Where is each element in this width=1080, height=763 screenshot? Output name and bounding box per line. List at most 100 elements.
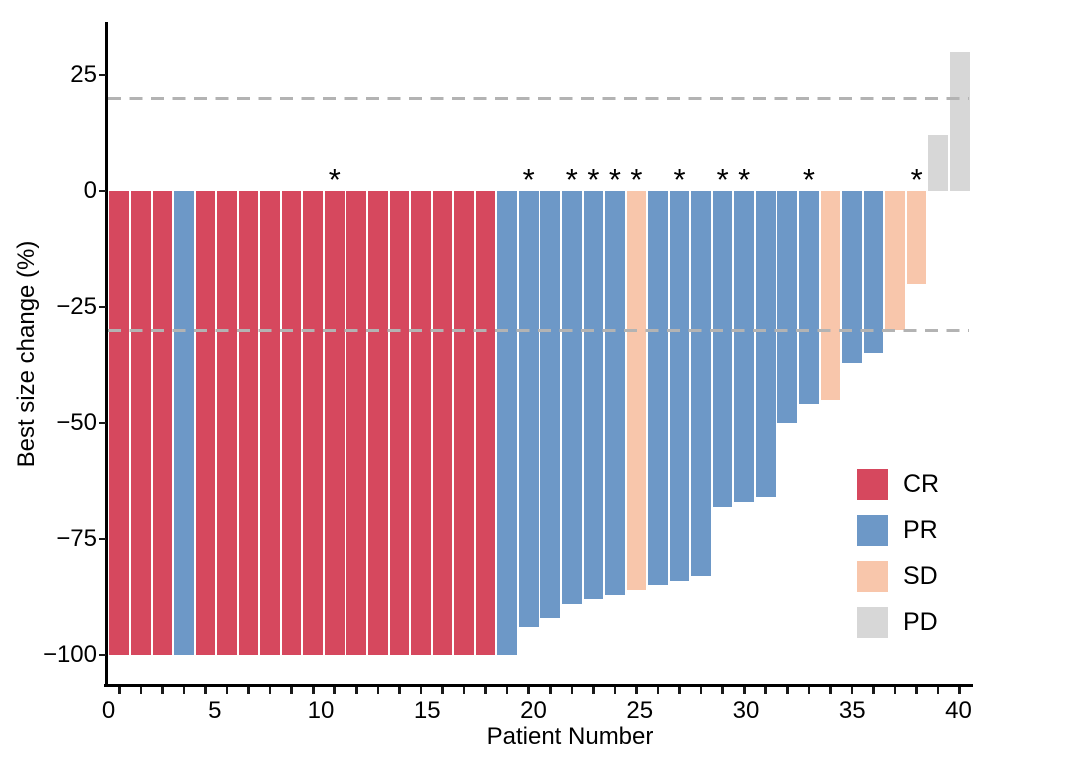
x-axis-tick-label: 25 [626, 697, 654, 724]
bar-patient-31 [755, 191, 776, 498]
x-axis-tick-label: 5 [208, 697, 222, 724]
bar-patient-27 [669, 191, 690, 581]
x-axis-tick [850, 687, 854, 694]
y-axis-title: Best size change (%) [13, 240, 40, 468]
bar-patient-19 [497, 191, 517, 655]
bar-patient-11 [324, 191, 345, 655]
legend-label-pr: PR [903, 516, 938, 544]
significance-asterisk: * [328, 162, 341, 197]
x-axis-tick [161, 687, 164, 694]
bar-patient-23 [583, 191, 604, 600]
bar-patient-15 [411, 191, 431, 655]
bar-patient-8 [260, 191, 280, 655]
x-axis-tick [678, 687, 681, 694]
significance-asterisk: * [587, 162, 600, 197]
bar-patient-28 [691, 191, 711, 577]
bar-patient-18 [475, 191, 496, 655]
legend-item-sd: SD [857, 561, 938, 592]
legend-swatch-pd [857, 607, 888, 638]
x-axis-tick [484, 687, 487, 694]
y-axis-tick-label: 0 [83, 177, 97, 204]
legend-label-cr: CR [903, 470, 940, 498]
x-axis-tick [419, 687, 423, 694]
bar-patient-6 [217, 191, 237, 655]
x-axis-tick [548, 687, 552, 694]
y-axis-tick [99, 189, 106, 193]
significance-asterisk: * [522, 162, 535, 197]
bar-patient-29 [712, 191, 733, 507]
x-axis-tick [592, 687, 595, 694]
x-axis-tick-label: 35 [838, 697, 866, 724]
x-axis-tick [247, 687, 250, 694]
bar-patient-39 [928, 135, 948, 191]
x-axis-line [104, 683, 973, 687]
x-axis-tick [915, 687, 918, 694]
legend-swatch-sd [857, 561, 888, 592]
x-axis-tick [182, 687, 186, 694]
x-axis-tick [613, 687, 617, 694]
y-axis-tick-label: 25 [70, 61, 97, 88]
significance-asterisk: * [673, 162, 686, 197]
bar-patient-13 [368, 191, 388, 655]
x-axis-tick [958, 687, 962, 694]
significance-asterisk: * [608, 162, 621, 197]
legend-item-pd: PD [857, 607, 938, 638]
bar-patient-33 [799, 191, 819, 405]
x-axis-tick [742, 687, 746, 694]
bar-patient-35 [842, 191, 862, 363]
legend-label-pd: PD [903, 608, 938, 636]
x-axis-tick [699, 687, 703, 694]
x-axis-tick [462, 687, 466, 694]
x-axis-tick [139, 687, 143, 694]
x-axis-tick [764, 687, 768, 694]
bar-patient-7 [238, 191, 259, 655]
x-axis-tick [355, 687, 358, 694]
significance-asterisk: * [910, 162, 923, 197]
x-axis-tick-label: 10 [307, 697, 335, 724]
bar-patient-38 [906, 191, 927, 284]
bar-patient-22 [561, 191, 582, 604]
bar-patient-25 [626, 191, 647, 591]
x-axis-tick [936, 687, 940, 694]
bar-patient-40 [949, 51, 970, 191]
x-axis-tick [893, 687, 897, 694]
y-axis-line [105, 22, 108, 687]
x-axis-title: Patient Number [486, 723, 654, 750]
legend-swatch-pr [857, 515, 888, 546]
reference-dashed-line [108, 328, 969, 332]
bar-patient-16 [432, 191, 453, 655]
x-axis-tick [311, 687, 315, 694]
x-axis-tick-label: 20 [520, 697, 547, 724]
bar-patient-2 [130, 191, 151, 655]
x-axis-tick [656, 687, 660, 694]
x-axis-tick [527, 687, 531, 694]
x-axis-tick-label: 0 [101, 697, 116, 724]
x-axis-tick [204, 687, 207, 694]
bar-patient-17 [454, 191, 474, 655]
x-axis-tick [117, 687, 121, 694]
y-axis-tick-label: −25 [56, 293, 97, 320]
bar-patient-36 [863, 191, 884, 354]
significance-asterisk: * [630, 162, 643, 197]
bar-patient-3 [152, 191, 173, 655]
bar-patient-37 [885, 191, 905, 331]
significance-asterisk: * [716, 162, 729, 197]
legend-label-sd: SD [903, 562, 938, 590]
x-axis-tick [441, 687, 444, 694]
bar-patient-26 [648, 191, 668, 586]
legend-item-cr: CR [857, 469, 939, 500]
bar-patient-4 [174, 191, 194, 655]
x-axis-tick-label: 15 [413, 697, 441, 724]
x-axis-tick [225, 687, 229, 694]
x-axis-tick [268, 687, 272, 694]
bar-patient-10 [303, 191, 324, 655]
bar-patient-12 [346, 191, 367, 655]
x-axis-tick [570, 687, 574, 694]
x-axis-tick [333, 687, 337, 694]
legend-item-pr: PR [857, 515, 938, 546]
x-axis-tick [376, 687, 380, 694]
significance-asterisk: * [565, 162, 578, 197]
x-axis-tick [635, 687, 638, 694]
bar-patient-21 [540, 191, 561, 618]
